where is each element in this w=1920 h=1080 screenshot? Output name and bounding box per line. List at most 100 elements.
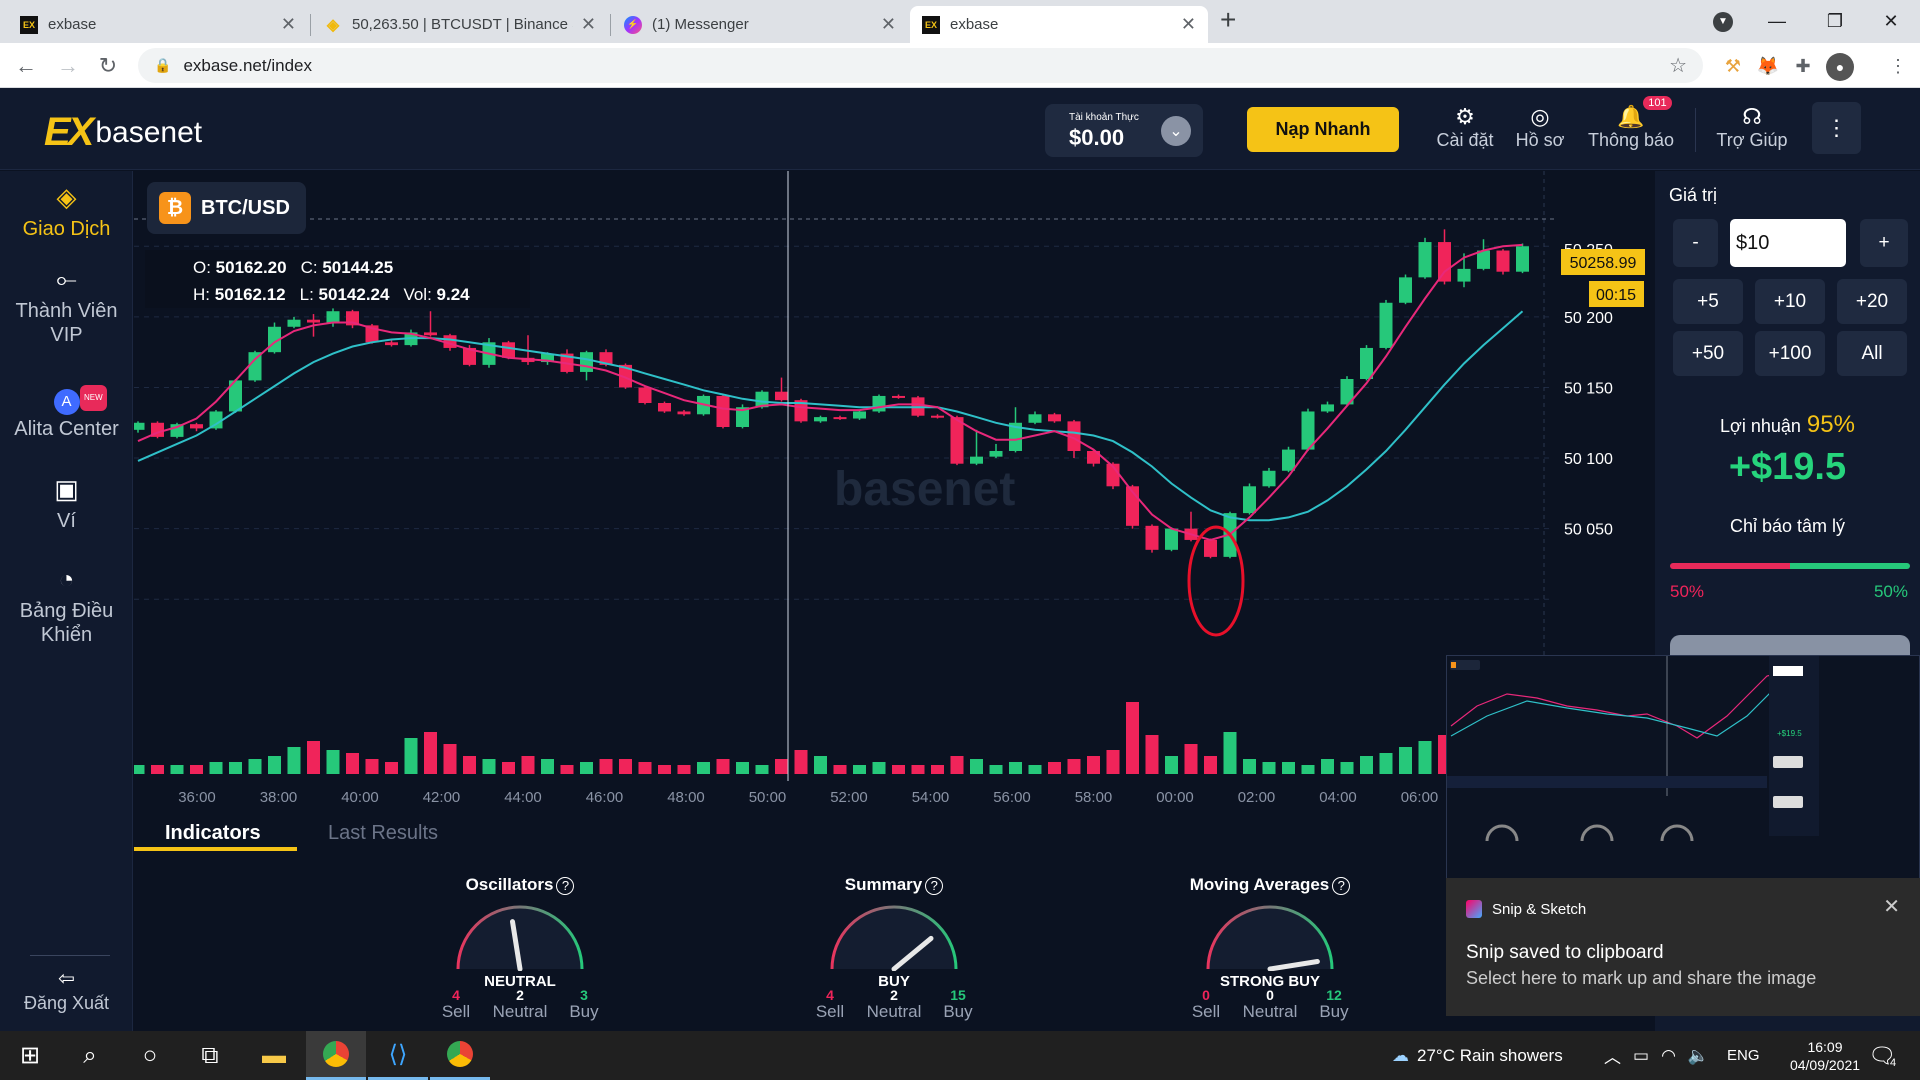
sidebar-item-trade[interactable]: ◈ Giao Dịch [0,184,133,241]
candle [1145,525,1159,550]
browser-tab-exbase-1[interactable]: EX exbase ✕ [8,6,308,43]
nav-help[interactable]: ☊ Trợ Giúp [1712,104,1792,151]
vscode-button[interactable]: ⟨⟩ [368,1031,428,1080]
toast-title: Snip saved to clipboard [1466,942,1664,963]
search-icon: ⌕ [83,1041,97,1069]
maximize-button[interactable]: ❐ [1826,11,1844,31]
file-explorer-button[interactable]: ▬ [244,1031,304,1080]
tray-icons[interactable]: ︿ ▭ ◠ 🔈 [1604,1031,1709,1080]
tab-search-button[interactable]: ▼ [1694,0,1752,43]
forward-button[interactable]: → [57,53,79,78]
browser-tab-binance[interactable]: ◈ 50,263.50 | BTCUSDT | Binance S ✕ [312,6,608,43]
sidebar-item-alita[interactable]: A NEW Alita Center [0,385,133,441]
volume-bar [911,765,925,774]
help-icon[interactable]: ? [1332,877,1351,895]
close-icon[interactable]: ✕ [1180,14,1196,34]
logout-button[interactable]: ⇦ Đăng Xuất [0,967,133,1015]
candle [1516,246,1529,272]
gauge-sell: 0 Sell [1191,987,1221,1021]
task-view-button[interactable]: ⧉ [180,1031,240,1080]
chrome-button-1[interactable] [306,1031,366,1080]
bookmark-star-icon[interactable]: ☆ [1669,55,1687,77]
increase-amount-button[interactable]: + [1860,219,1908,267]
close-icon[interactable]: ✕ [280,14,296,34]
exbasenet-logo[interactable]: EX basenet [44,110,202,155]
browser-menu-icon[interactable]: ⋮ [1889,55,1907,76]
y-tick-label: 50 200 [1564,310,1613,327]
notification-center-button[interactable]: 🗨 4 [1868,1031,1896,1080]
close-window-button[interactable]: ✕ [1883,11,1899,31]
share-icon: ⟜ [56,264,77,294]
x-tick-label: 38:00 [260,789,298,806]
quick-add-20-button[interactable]: +20 [1837,279,1907,324]
account-selector[interactable]: Tài khoản Thực $0.00 ⌄ [1045,104,1203,157]
close-icon[interactable]: ✕ [880,14,896,34]
help-icon[interactable]: ? [925,877,944,895]
amount-input[interactable]: $10 [1730,219,1846,267]
url-field[interactable]: 🔒 exbase.net/index ☆ [138,48,1703,83]
close-icon[interactable]: ✕ [1883,896,1900,918]
nav-profile[interactable]: ◎ Hồ sơ [1510,104,1570,151]
clock[interactable]: 16:09 04/09/2021 [1780,1031,1870,1080]
price-chart[interactable]: basenet 50 200 50 150 50 100 50 050 36:00 38… [134,171,1654,811]
volume-bar [989,765,1003,774]
pair-selector[interactable]: ₿ BTC/USD [147,182,306,234]
new-tab-button[interactable]: + [1220,4,1237,35]
profile-avatar[interactable]: ● [1826,53,1854,81]
minimize-button[interactable]: — [1768,11,1786,31]
ohlc-readout: O: 50162.20 C: 50144.25 H: 50162.12 L: 501… [145,250,530,308]
quick-deposit-button[interactable]: Nạp Nhanh [1247,107,1399,152]
sidebar-item-wallet[interactable]: ▣ Ví [0,476,133,533]
reload-button[interactable]: ↻ [98,53,118,78]
extension-icon[interactable]: ⚒ [1724,55,1742,76]
tab-indicators[interactable]: Indicators [165,822,261,844]
browser-tab-exbase-active[interactable]: EX exbase ✕ [910,6,1208,43]
decrease-amount-button[interactable]: - [1673,219,1718,267]
candle [677,411,691,415]
windows-taskbar: ⊞ ⌕ ○ ⧉ ▬ ⟨⟩ ☁ 27°C Rain showers ︿ ▭ ◠ 🔈 ENG… [0,1031,1920,1080]
volume-bar [1360,756,1373,774]
chevron-up-icon: ︿ [1604,1048,1621,1067]
snip-notification-toast[interactable]: Snip & Sketch ✕ Snip saved to clipboard … [1446,878,1920,1016]
volume-bar [1106,750,1120,774]
chrome-button-2[interactable] [430,1031,490,1080]
gauge-buy: 3 Buy [569,987,599,1021]
metamask-fox-icon[interactable]: 🦊 [1756,55,1780,76]
quick-all-button[interactable]: All [1837,331,1907,376]
sidebar-item-vip[interactable]: ⟜ Thành Viên VIP [0,264,133,347]
nav-notifications[interactable]: 🔔 101 Thông báo [1583,96,1679,151]
browser-tab-messenger[interactable]: ⚡ (1) Messenger ✕ [612,6,908,43]
back-button[interactable]: ← [15,53,37,78]
weather-widget[interactable]: ☁ 27°C Rain showers [1392,1031,1563,1080]
help-icon[interactable]: ? [556,877,575,895]
sidebar-item-dashboard[interactable]: ◔ Bảng Điều Khiển [0,566,133,647]
more-menu-button[interactable]: ⋮ [1812,102,1861,154]
nav-settings[interactable]: ⚙ Cài đặt [1430,104,1500,151]
chevron-down-icon[interactable]: ⌄ [1161,116,1191,146]
volume-bar [541,759,554,774]
user-icon: ◎ [1530,104,1550,129]
quick-add-50-button[interactable]: +50 [1673,331,1743,376]
quick-add-5-button[interactable]: +5 [1673,279,1743,324]
notification-count: 4 [1889,1056,1897,1069]
candlestick-chart[interactable]: basenet 50 200 50 150 50 100 50 050 36:00 38… [134,171,1654,811]
gauge-needle [510,919,523,971]
quick-add-10-button[interactable]: +10 [1755,279,1825,324]
search-button[interactable]: ⌕ [60,1031,120,1080]
x-tick-label: 02:00 [1238,789,1276,806]
volume-bar [599,759,613,774]
tab-last-results[interactable]: Last Results [328,822,439,844]
volume-bar [404,738,418,774]
snip-thumbnail[interactable]: +$19.5 [1446,655,1920,880]
start-button[interactable]: ⊞ [0,1031,60,1080]
close-icon[interactable]: ✕ [580,14,596,34]
candle [1204,539,1217,557]
quick-add-100-button[interactable]: +100 [1755,331,1825,376]
trade-button-peek[interactable] [1670,635,1910,655]
x-tick-label: 54:00 [912,789,950,806]
cortana-button[interactable]: ○ [120,1031,180,1080]
language-indicator[interactable]: ENG [1727,1047,1760,1064]
extensions-puzzle-icon[interactable]: ✚ [1795,55,1811,76]
pair-label: BTC/USD [201,196,290,219]
x-tick-label: 58:00 [1075,789,1113,806]
